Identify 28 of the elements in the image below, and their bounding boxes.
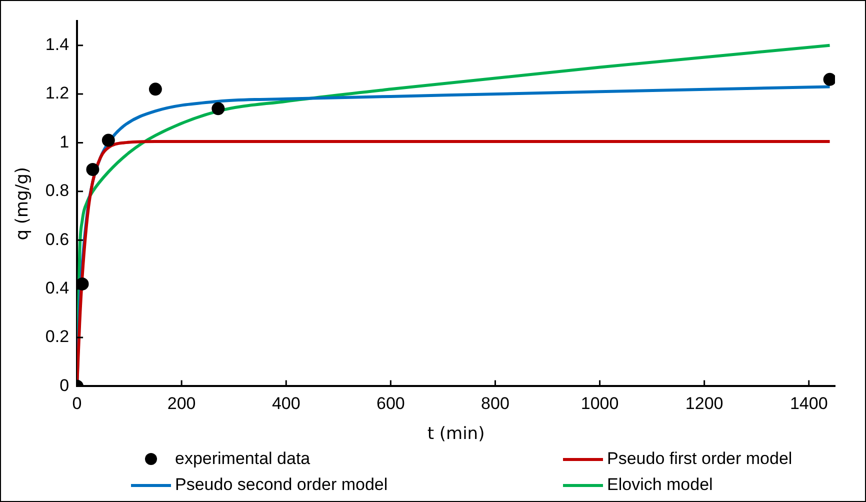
y-tick-label: 1.2: [45, 84, 70, 103]
x-tick-label: 200: [167, 394, 196, 414]
legend-label: Pseudo second order model: [175, 475, 388, 495]
point: [102, 134, 115, 147]
y-tick-label: 0.4: [45, 278, 70, 298]
point: [86, 163, 100, 176]
y-tick-label: 0: [60, 376, 70, 395]
legend-label: Pseudo first order model: [607, 449, 792, 469]
y-tick-label: 0.8: [45, 181, 70, 200]
legend-label: experimental data: [175, 449, 310, 469]
legend-label: Elovich model: [607, 475, 713, 495]
point: [77, 277, 89, 290]
point: [212, 102, 225, 116]
x-tick-label: 600: [376, 394, 405, 414]
point: [823, 72, 835, 86]
y-tick-label: 0.2: [45, 327, 70, 346]
y-tick-label: 1.4: [45, 35, 70, 54]
y-tick-label: 0.6: [45, 230, 70, 249]
x-tick-label: 1400: [790, 394, 828, 414]
y-axis-title: q (mg/g): [12, 166, 33, 240]
x-tick-label: 0: [72, 394, 82, 414]
x-tick-label: 1000: [580, 394, 619, 414]
x-tick-label: 1200: [685, 394, 724, 414]
x-axis-title: t (min): [427, 424, 485, 444]
point: [148, 82, 162, 96]
y-tick-label: 1: [60, 132, 70, 152]
x-tick-label: 800: [481, 394, 510, 414]
x-tick-label: 400: [272, 394, 300, 414]
